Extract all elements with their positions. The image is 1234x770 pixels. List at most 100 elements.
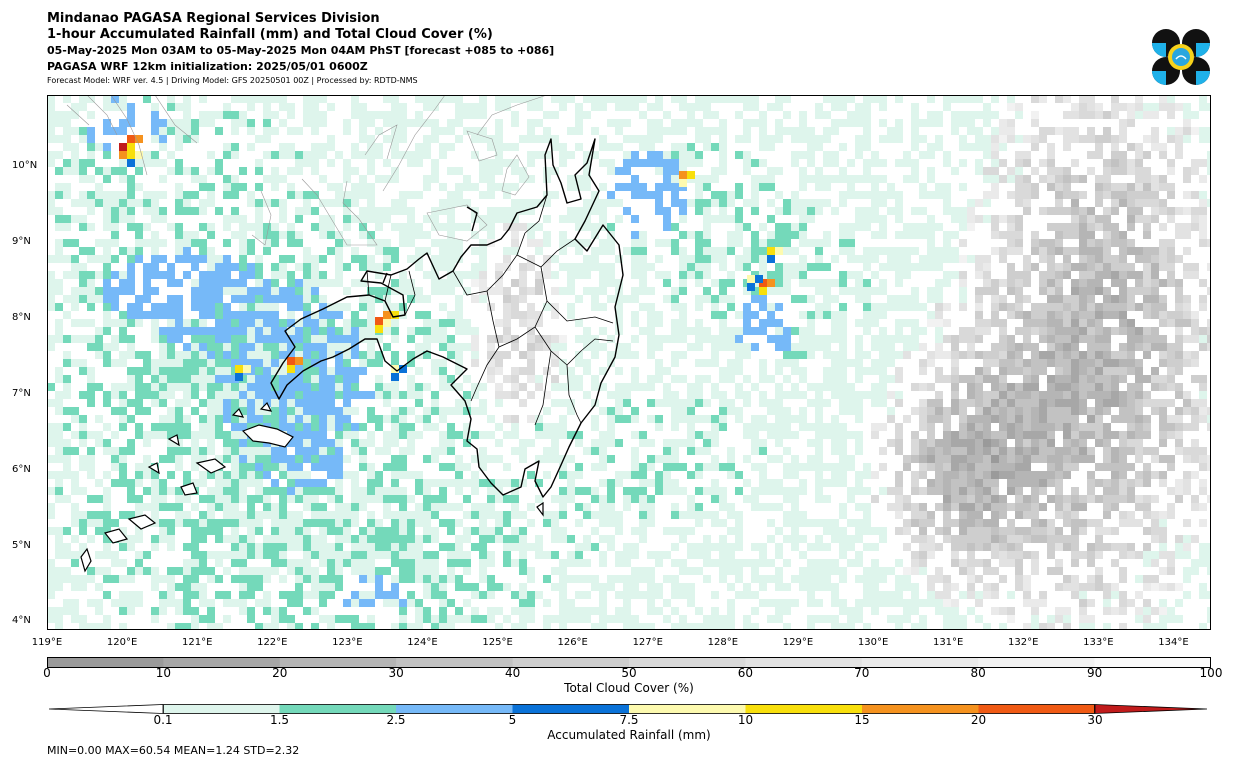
grid-cell	[391, 351, 399, 359]
grid-cell	[367, 463, 375, 471]
grid-cell	[1143, 423, 1151, 431]
grid-cell	[855, 287, 863, 295]
grid-cell	[423, 247, 431, 255]
grid-cell	[1175, 151, 1183, 159]
grid-cell	[807, 263, 815, 271]
grid-cell	[255, 295, 263, 303]
grid-cell	[303, 527, 311, 535]
grid-cell	[839, 407, 847, 415]
grid-cell	[911, 247, 919, 255]
grid-cell	[87, 111, 95, 119]
grid-cell	[759, 367, 767, 375]
grid-cell	[711, 111, 719, 119]
grid-cell	[591, 343, 599, 351]
grid-cell	[1055, 527, 1063, 535]
grid-cell	[143, 439, 151, 447]
grid-cell	[391, 143, 399, 151]
grid-cell	[559, 239, 567, 247]
grid-cell	[631, 471, 639, 479]
grid-cell	[1207, 495, 1211, 503]
grid-cell	[295, 495, 303, 503]
grid-cell	[775, 439, 783, 447]
grid-cell	[447, 127, 455, 135]
grid-cell	[1103, 487, 1111, 495]
grid-cell	[87, 175, 95, 183]
grid-cell	[111, 447, 119, 455]
grid-cell	[943, 439, 951, 447]
grid-cell	[255, 183, 263, 191]
grid-cell	[927, 247, 935, 255]
grid-cell	[167, 423, 175, 431]
grid-cell	[359, 183, 367, 191]
grid-cell	[63, 191, 71, 199]
grid-cell	[999, 335, 1007, 343]
grid-cell	[311, 143, 319, 151]
grid-cell	[1023, 199, 1031, 207]
grid-cell	[1023, 511, 1031, 519]
grid-cell	[367, 511, 375, 519]
grid-cell	[1175, 391, 1183, 399]
grid-cell	[159, 383, 167, 391]
grid-cell	[1207, 167, 1211, 175]
grid-cell	[1023, 391, 1031, 399]
grid-cell	[1103, 231, 1111, 239]
grid-cell	[399, 279, 407, 287]
grid-cell	[167, 455, 175, 463]
grid-cell	[423, 95, 431, 103]
grid-cell	[215, 303, 223, 311]
grid-cell	[599, 367, 607, 375]
grid-cell	[951, 255, 959, 263]
grid-cell	[959, 351, 967, 359]
grid-cell	[207, 487, 215, 495]
grid-cell	[55, 447, 63, 455]
grid-cell	[1119, 247, 1127, 255]
grid-cell	[383, 431, 391, 439]
grid-cell	[303, 199, 311, 207]
grid-cell	[831, 447, 839, 455]
grid-cell	[1191, 159, 1199, 167]
grid-cell	[695, 503, 703, 511]
grid-cell	[703, 487, 711, 495]
grid-cell	[863, 215, 871, 223]
grid-cell	[111, 431, 119, 439]
grid-cell	[351, 111, 359, 119]
grid-cell	[815, 103, 823, 111]
grid-cell	[719, 95, 727, 103]
grid-cell	[431, 455, 439, 463]
grid-cell	[903, 503, 911, 511]
grid-cell	[911, 207, 919, 215]
grid-cell	[231, 511, 239, 519]
grid-cell	[671, 159, 679, 167]
grid-cell	[1007, 359, 1015, 367]
grid-cell	[871, 423, 879, 431]
grid-cell	[823, 431, 831, 439]
grid-cell	[599, 439, 607, 447]
grid-cell	[575, 383, 583, 391]
grid-cell	[415, 471, 423, 479]
grid-cell	[495, 167, 503, 175]
grid-cell	[775, 207, 783, 215]
grid-cell	[263, 391, 271, 399]
grid-cell	[463, 423, 471, 431]
grid-cell	[1063, 335, 1071, 343]
grid-cell	[631, 447, 639, 455]
grid-cell	[839, 271, 847, 279]
grid-cell	[247, 463, 255, 471]
model-initialization: PAGASA WRF 12km initialization: 2025/05/…	[47, 60, 368, 73]
grid-cell	[623, 135, 631, 143]
grid-cell	[511, 95, 519, 103]
grid-cell	[991, 343, 999, 351]
grid-cell	[1063, 191, 1071, 199]
grid-cell	[455, 311, 463, 319]
grid-cell	[879, 135, 887, 143]
grid-cell	[159, 135, 167, 143]
grid-cell	[511, 431, 519, 439]
grid-cell	[1207, 103, 1211, 111]
grid-cell	[1159, 103, 1167, 111]
grid-cell	[319, 351, 327, 359]
grid-cell	[751, 103, 759, 111]
grid-cell	[655, 183, 663, 191]
grid-cell	[695, 135, 703, 143]
grid-cell	[383, 399, 391, 407]
grid-cell	[295, 367, 303, 375]
